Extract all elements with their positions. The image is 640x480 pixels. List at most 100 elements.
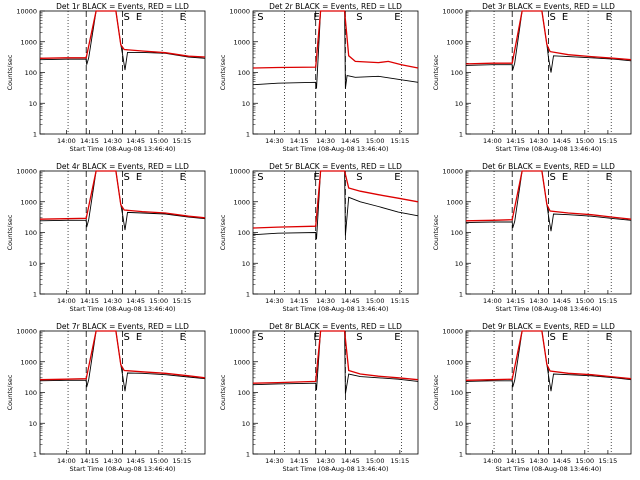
x-tick-label: 15:00 xyxy=(149,137,168,145)
x-tick-label: 14:45 xyxy=(126,137,145,145)
marker-label: S xyxy=(550,12,556,23)
x-tick-label: 14:15 xyxy=(290,137,309,145)
y-tick-label: 1 xyxy=(459,451,463,459)
x-tick-label: 14:45 xyxy=(552,457,571,465)
y-axis-label: Counts/sec xyxy=(6,54,14,90)
lld-series-line xyxy=(39,170,206,220)
y-tick-label: 10000 xyxy=(229,328,250,336)
lld-series-line xyxy=(39,10,206,59)
x-tick-label: 14:15 xyxy=(506,457,525,465)
x-tick-label: 14:15 xyxy=(290,297,309,305)
x-tick-label: 14:45 xyxy=(552,297,571,305)
x-axis-label: Start Time (08-Aug-08 13:46:40) xyxy=(282,305,388,313)
y-tick-label: 10000 xyxy=(442,328,463,336)
marker-label: E xyxy=(313,172,319,183)
marker-label: S xyxy=(356,332,362,343)
marker-label: S xyxy=(356,172,362,183)
y-axis-label: Counts/sec xyxy=(219,214,227,250)
panel-det-7: Det 7r BLACK = Events, RED = LLD 1 10 100 10… xyxy=(6,322,206,473)
y-tick-label: 1000 xyxy=(446,198,463,206)
y-tick-label: 1 xyxy=(33,291,37,299)
x-axis-label: Start Time (08-Aug-08 13:46:40) xyxy=(282,465,388,473)
panel-title: Det 5r BLACK = Events, RED = LLD xyxy=(269,162,402,171)
y-tick-label: 1 xyxy=(459,131,463,139)
marker-label: E xyxy=(313,332,319,343)
x-axis-label: Start Time (08-Aug-08 13:46:40) xyxy=(495,145,601,153)
marker-label: E xyxy=(562,12,568,23)
lld-series-line xyxy=(465,10,632,65)
y-tick-label: 100 xyxy=(451,389,463,397)
y-tick-label: 10 xyxy=(455,420,463,428)
panel-title: Det 6r BLACK = Events, RED = LLD xyxy=(482,162,615,171)
x-tick-label: 15:00 xyxy=(575,137,594,145)
panel-det-5: Det 5r BLACK = Events, RED = LLD 1 10 100 10… xyxy=(219,162,419,313)
y-axis-label: Counts/sec xyxy=(219,374,227,410)
x-tick-label: 14:00 xyxy=(57,457,76,465)
x-tick-label: 15:00 xyxy=(366,137,385,145)
panel-title: Det 2r BLACK = Events, RED = LLD xyxy=(269,2,402,11)
x-tick-label: 14:30 xyxy=(103,137,122,145)
y-tick-label: 10 xyxy=(29,420,37,428)
marker-label: E xyxy=(606,332,612,343)
plot-frame xyxy=(252,330,419,455)
x-tick-label: 15:15 xyxy=(599,457,618,465)
y-axis-label: Counts/sec xyxy=(432,374,440,410)
x-axis-label: Start Time (08-Aug-08 13:46:40) xyxy=(69,465,175,473)
y-tick-label: 1 xyxy=(246,451,250,459)
y-tick-label: 10000 xyxy=(16,168,37,176)
y-tick-label: 10000 xyxy=(16,8,37,16)
events-series-line xyxy=(252,10,419,89)
x-tick-label: 14:30 xyxy=(529,137,548,145)
x-tick-label: 15:15 xyxy=(599,297,618,305)
marker-label: S xyxy=(257,172,263,183)
x-tick-label: 15:00 xyxy=(366,297,385,305)
y-axis-label: Counts/sec xyxy=(219,54,227,90)
marker-label: E xyxy=(562,332,568,343)
x-axis-label: Start Time (08-Aug-08 13:46:40) xyxy=(282,145,388,153)
x-tick-label: 14:45 xyxy=(552,137,571,145)
marker-label: S xyxy=(124,172,130,183)
panel-det-9: Det 9r BLACK = Events, RED = LLD 1 10 100 10… xyxy=(432,322,632,473)
y-tick-label: 1 xyxy=(459,291,463,299)
x-axis-label: Start Time (08-Aug-08 13:46:40) xyxy=(495,465,601,473)
marker-label: S xyxy=(257,332,263,343)
y-tick-label: 100 xyxy=(238,389,250,397)
lld-series-line xyxy=(252,10,419,69)
x-tick-label: 14:30 xyxy=(265,297,284,305)
x-tick-label: 14:45 xyxy=(341,457,360,465)
marker-label: S xyxy=(124,332,130,343)
marker-label: E xyxy=(394,12,400,23)
y-axis-label: Counts/sec xyxy=(6,374,14,410)
x-tick-label: 14:30 xyxy=(103,457,122,465)
y-tick-label: 1 xyxy=(33,131,37,139)
x-tick-label: 14:00 xyxy=(57,137,76,145)
x-tick-label: 14:00 xyxy=(483,297,502,305)
lld-series-line xyxy=(252,330,419,384)
x-tick-label: 14:45 xyxy=(341,297,360,305)
plot-frame xyxy=(252,10,419,135)
marker-label: E xyxy=(313,12,319,23)
y-tick-label: 100 xyxy=(25,229,37,237)
x-tick-label: 14:30 xyxy=(529,457,548,465)
x-tick-label: 14:45 xyxy=(126,297,145,305)
x-tick-label: 14:15 xyxy=(506,297,525,305)
marker-label: E xyxy=(136,332,142,343)
marker-label: E xyxy=(136,12,142,23)
x-tick-label: 14:30 xyxy=(316,457,335,465)
x-tick-label: 14:00 xyxy=(57,297,76,305)
y-tick-label: 10000 xyxy=(442,168,463,176)
x-tick-label: 14:30 xyxy=(265,457,284,465)
x-tick-label: 14:30 xyxy=(265,137,284,145)
y-axis-label: Counts/sec xyxy=(6,214,14,250)
marker-label: E xyxy=(394,332,400,343)
marker-label: S xyxy=(550,332,556,343)
x-tick-label: 14:30 xyxy=(103,297,122,305)
marker-label: S xyxy=(257,12,263,23)
x-tick-label: 15:15 xyxy=(173,457,192,465)
y-tick-label: 10000 xyxy=(442,8,463,16)
panel-title: Det 8r BLACK = Events, RED = LLD xyxy=(269,322,402,331)
x-tick-label: 14:30 xyxy=(316,297,335,305)
y-axis-label: Counts/sec xyxy=(432,214,440,250)
x-tick-label: 14:15 xyxy=(506,137,525,145)
